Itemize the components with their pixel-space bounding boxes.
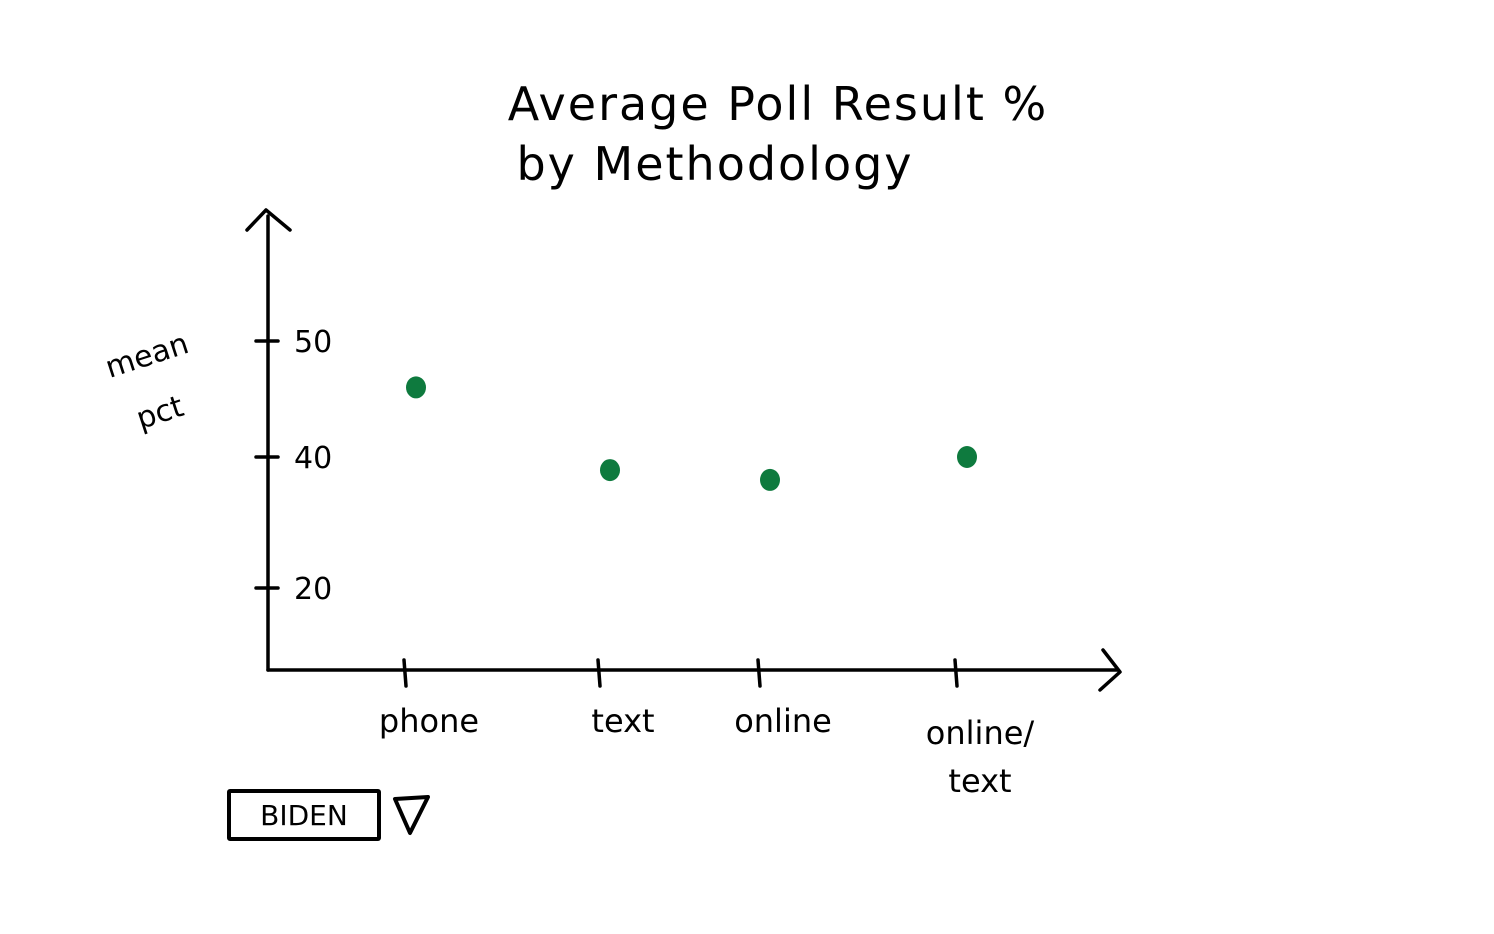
candidate-select-value: BIDEN bbox=[260, 798, 348, 832]
y-axis-label-line-2: pct bbox=[132, 389, 188, 437]
dropdown-triangle-icon[interactable] bbox=[392, 795, 432, 837]
x-tick-mark bbox=[953, 658, 959, 688]
y-axis-label-line-1: mean bbox=[101, 326, 193, 386]
x-category-label: online/ bbox=[926, 714, 1035, 752]
x-tick-mark bbox=[756, 658, 762, 688]
x-axis-arrow bbox=[1098, 648, 1122, 692]
y-axis-label: mean pct bbox=[101, 326, 193, 437]
x-tick-mark bbox=[402, 658, 408, 688]
x-category-label: text bbox=[948, 762, 1011, 800]
x-ticks: phone text online online/text bbox=[379, 658, 1035, 800]
data-point-online-text bbox=[957, 446, 977, 468]
y-tick-label: 40 bbox=[294, 441, 332, 476]
x-category-label: online bbox=[734, 702, 832, 740]
x-tick-mark bbox=[596, 658, 602, 688]
data-point-text bbox=[600, 459, 620, 482]
data-point-phone bbox=[406, 376, 426, 399]
y-tick-label: 20 bbox=[294, 572, 332, 607]
y-axis-arrow bbox=[245, 208, 292, 232]
x-category-label: text bbox=[591, 702, 654, 740]
y-ticks: 20 40 50 bbox=[254, 325, 332, 607]
y-tick-label: 50 bbox=[294, 325, 332, 360]
candidate-select[interactable]: BIDEN bbox=[227, 789, 381, 841]
data-points bbox=[406, 376, 977, 491]
x-category-label: phone bbox=[379, 702, 479, 740]
chart-title-line-2: by Methodology bbox=[516, 137, 913, 191]
data-point-online bbox=[760, 468, 780, 491]
chart-title-line-1: Average Poll Result % bbox=[508, 77, 1048, 131]
